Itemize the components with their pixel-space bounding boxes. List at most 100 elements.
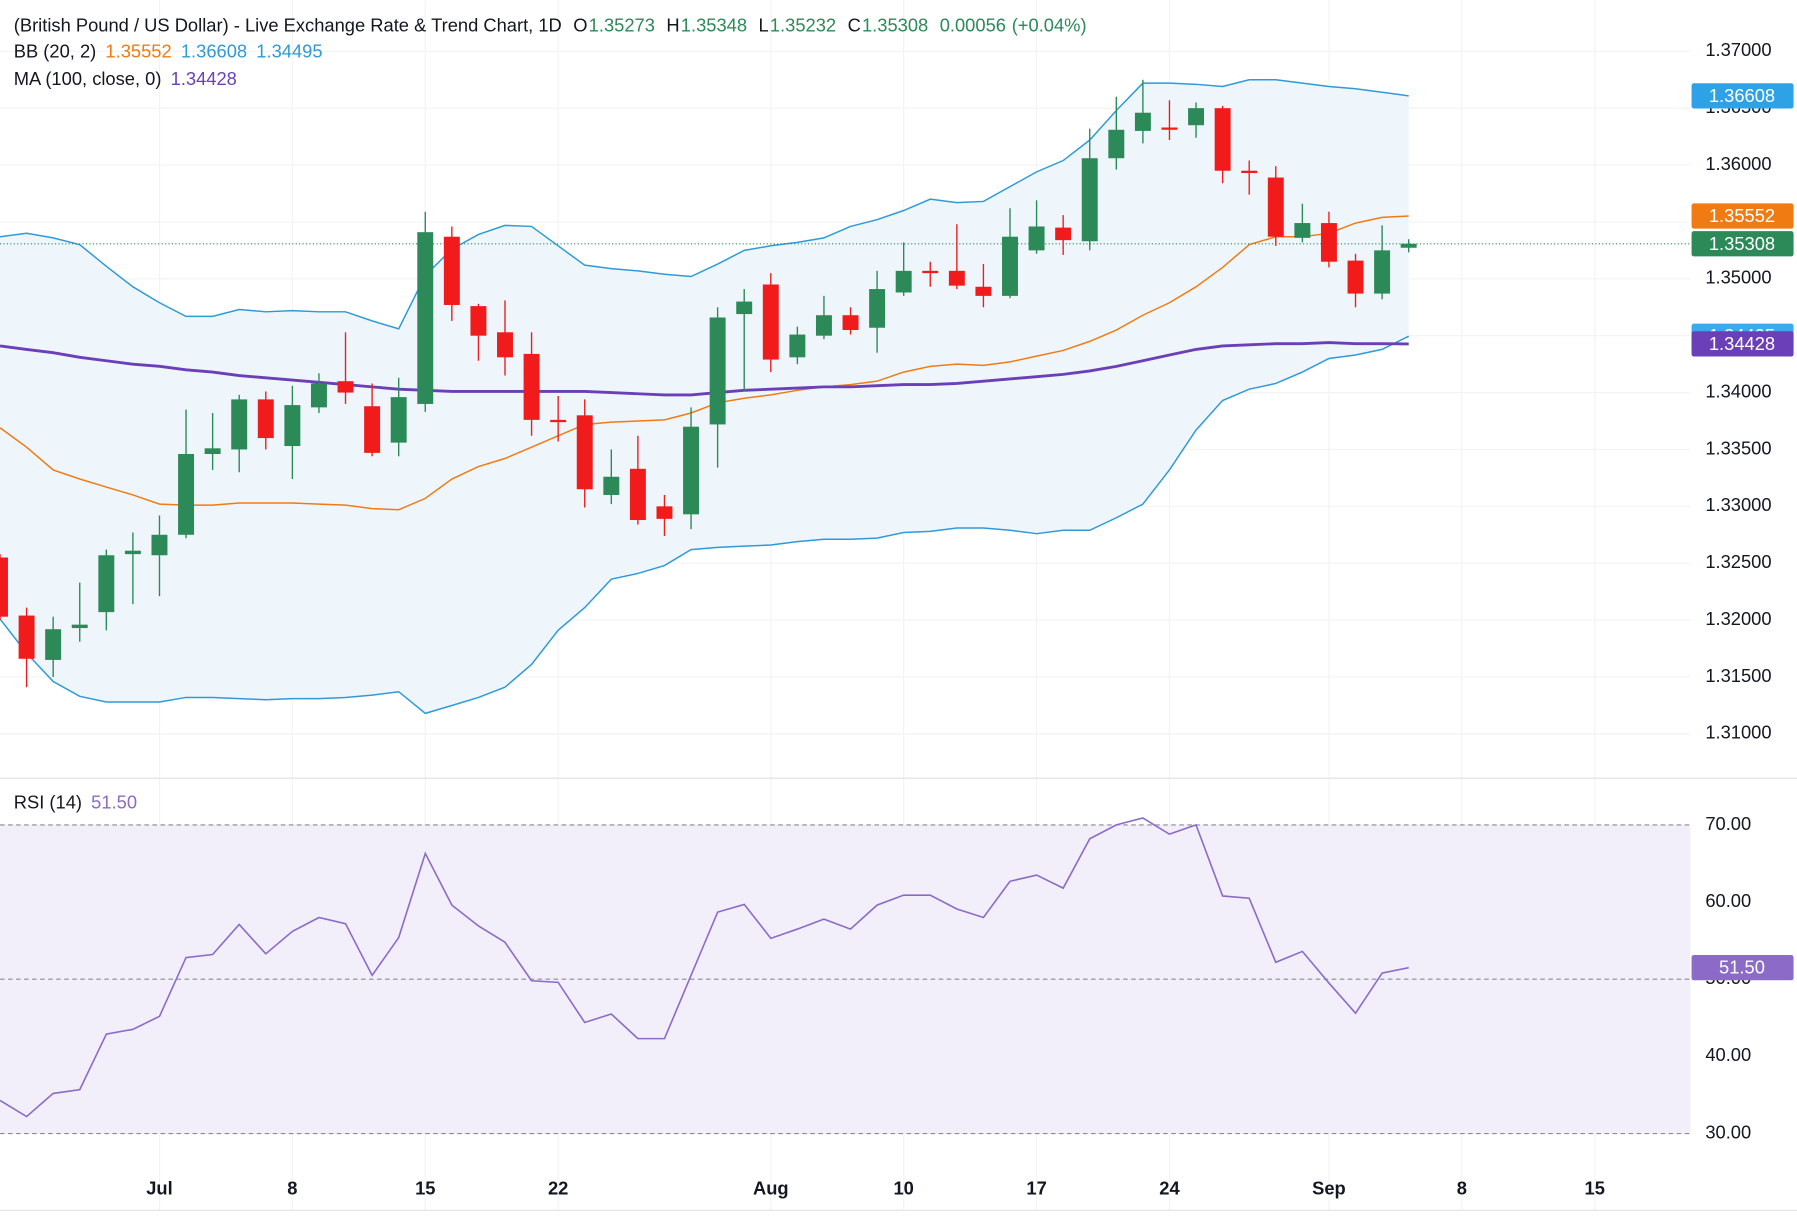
ma-legend-name: MA (100, close, 0) [14,68,162,89]
x-tick-label: 24 [1159,1178,1180,1199]
candle-body [1002,236,1018,296]
bb-middle-line [0,215,1409,511]
y-tick-label: 1.33500 [1705,437,1771,458]
price-badge [1691,331,1794,357]
candle-body [470,306,487,336]
candle-body [390,397,407,443]
x-tick-label: Aug [753,1178,789,1199]
rsi-value: 51.50 [91,791,137,812]
candle-body [257,399,274,439]
y-tick-label: 1.33000 [1705,494,1771,515]
candle-body [1320,223,1337,262]
chart-title: (British Pound / US Dollar) - Live Excha… [14,14,562,35]
x-tick-label: Jul [146,1178,172,1199]
candle-body [337,381,354,393]
candle-body [869,289,886,328]
candle-body [603,476,620,495]
y-tick-label: 1.34000 [1705,380,1771,401]
y-tick-label: 1.32500 [1705,551,1771,572]
candle-body [629,468,646,520]
candle-body [45,629,62,660]
axes: Jul 8 15 22 Aug 10 17 24 Sep 8 15 1.31000 1.31500 1.3… [146,39,1794,1199]
x-tick-label: 8 [287,1178,297,1199]
bb-middle-value: 1.35552 [105,41,171,62]
candle-body [789,334,806,358]
price-badge [1691,203,1794,229]
x-tick-label: 15 [1585,1178,1605,1199]
candle-body [922,270,939,274]
bb-legend-name: BB (20, 2) [14,41,97,62]
candle-body [1188,108,1205,126]
candle-body [1108,129,1125,159]
candle-body [1081,158,1098,242]
y-tick-label: 1.31500 [1705,665,1771,686]
price-badge [1691,955,1794,981]
bb-upper-line [0,78,1409,330]
x-tick-label: 17 [1026,1178,1046,1199]
y-tick-label: 60.00 [1705,890,1751,911]
candle-body [98,555,115,613]
candle-body [1347,260,1364,294]
y-tick-label: 1.32000 [1705,608,1771,629]
price-panel [0,78,1691,715]
ohlc-value: 1.35308 [862,14,928,35]
candle-body [497,332,513,358]
legend: (British Pound / US Dollar) - Live Excha… [14,14,1087,812]
ohlc-letter: O [573,14,587,35]
candle-body [895,270,912,293]
rsi-legend-name: RSI (14) [14,791,82,812]
y-tick-label: 1.35000 [1705,267,1771,288]
candle-body [683,426,700,515]
candle-body [1267,177,1284,237]
ma-line [0,341,1409,397]
candle-body [709,317,726,425]
candle-body [1241,170,1258,174]
candle-body [1028,226,1045,251]
price-badge [1691,83,1794,109]
y-tick-label: 1.36000 [1705,153,1771,174]
ohlc-letter: C [848,14,861,35]
ohlc-value: 1.35273 [589,14,655,35]
price-badge-label: 51.50 [1719,957,1765,978]
candle-body [550,419,567,423]
change-percent: (+0.04%) [1012,14,1087,35]
bb-lower-value: 1.34495 [256,41,322,62]
ohlc-value: 1.35348 [681,14,747,35]
y-tick-label: 40.00 [1705,1044,1751,1065]
rsi-line [0,817,1409,1118]
candle-body [815,315,832,336]
y-tick-label: 70.00 [1705,813,1751,834]
candle-body [0,557,8,617]
x-tick-label: 10 [893,1178,913,1199]
candle-body [443,236,460,305]
candle-body [124,550,141,555]
x-tick-label: 8 [1457,1178,1467,1199]
change-value: 0.00056 [940,14,1006,35]
candle-body [71,624,88,629]
y-tick-label: 30.00 [1705,1121,1751,1142]
ohlc-letter: H [666,14,679,35]
price-badge-label: 1.34428 [1709,333,1775,354]
ohlc-letter: L [759,14,769,35]
candle-body [310,383,327,408]
candle-body [1214,108,1231,171]
x-tick-label: 22 [548,1178,568,1199]
price-badge-label: 1.35308 [1709,233,1775,254]
candle-body [178,454,195,535]
candle-body [1294,223,1311,238]
bb-upper-value: 1.36608 [181,41,247,62]
candle-body [1161,127,1178,130]
candle-body [284,405,301,447]
candle-body [231,399,248,450]
x-tick-label: Sep [1312,1178,1346,1199]
price-badge [1691,231,1794,257]
bb-lower-line [0,335,1410,715]
ma-value: 1.34428 [171,68,237,89]
y-tick-label: 1.31000 [1705,722,1771,743]
candle-body [364,406,381,453]
ohlc-value: 1.35232 [770,14,836,35]
candle-body [736,301,753,315]
candle-body [1055,227,1072,241]
